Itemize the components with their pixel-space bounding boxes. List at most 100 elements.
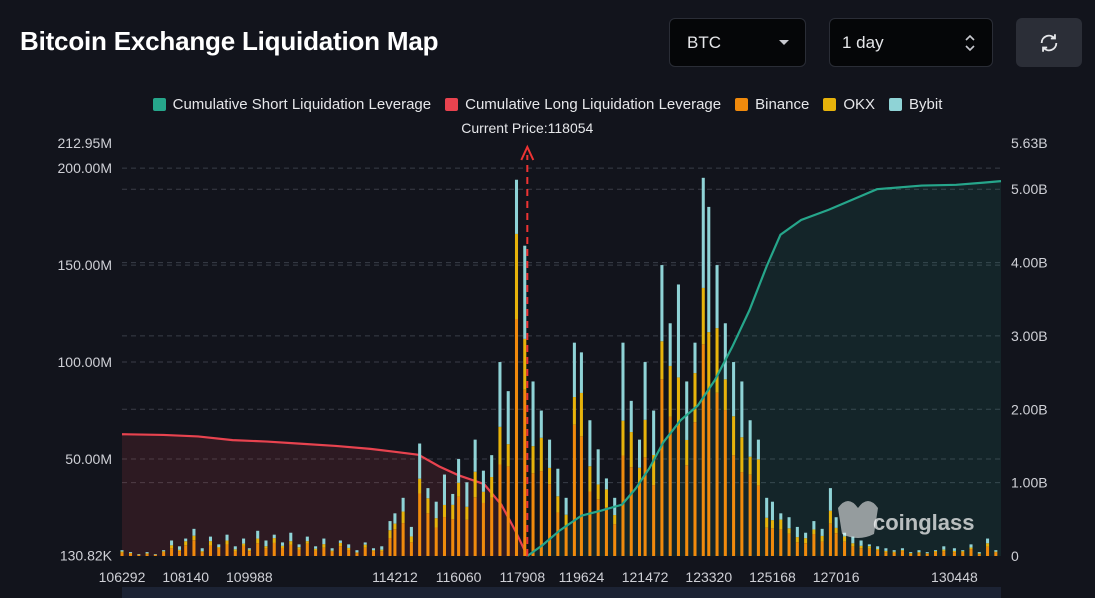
bar-stack[interactable] bbox=[715, 265, 719, 556]
bar-stack[interactable] bbox=[701, 177, 705, 556]
bar-stack[interactable] bbox=[393, 513, 397, 556]
bar-stack[interactable] bbox=[596, 449, 600, 556]
bar-stack[interactable] bbox=[297, 544, 301, 556]
bar-stack[interactable] bbox=[779, 513, 783, 556]
bar-stack[interactable] bbox=[952, 548, 956, 556]
bar-stack[interactable] bbox=[668, 323, 672, 556]
bar-stack[interactable] bbox=[707, 206, 711, 556]
bar-stack[interactable] bbox=[388, 521, 392, 556]
bar-stack[interactable] bbox=[994, 550, 998, 556]
bar-stack[interactable] bbox=[272, 534, 276, 556]
bar-stack[interactable] bbox=[765, 497, 769, 556]
bar-stack[interactable] bbox=[330, 548, 334, 556]
bar-stack[interactable] bbox=[256, 530, 260, 556]
bar-stack[interactable] bbox=[732, 362, 736, 556]
bar-stack[interactable] bbox=[820, 528, 824, 556]
bar-stack[interactable] bbox=[305, 536, 309, 556]
bar-stack[interactable] bbox=[217, 544, 221, 556]
bar-stack[interactable] bbox=[401, 497, 405, 556]
bar-stack[interactable] bbox=[380, 546, 384, 556]
bar-stack[interactable] bbox=[942, 546, 946, 556]
bar-stack[interactable] bbox=[934, 550, 938, 556]
bar-stack[interactable] bbox=[208, 536, 213, 556]
bar-stack[interactable] bbox=[523, 245, 527, 556]
bar-stack[interactable] bbox=[977, 552, 981, 556]
bar-stack[interactable] bbox=[442, 474, 446, 556]
bar-stack[interactable] bbox=[498, 362, 502, 556]
bar-stack[interactable] bbox=[834, 517, 838, 556]
bar-stack[interactable] bbox=[539, 410, 543, 556]
bar-stack[interactable] bbox=[153, 554, 157, 556]
bar-stack[interactable] bbox=[804, 532, 808, 556]
bar-stack[interactable] bbox=[338, 540, 342, 556]
bar-stack[interactable] bbox=[280, 542, 285, 556]
bar-stack[interactable] bbox=[264, 540, 268, 556]
bar-stack[interactable] bbox=[556, 468, 560, 556]
bar-stack[interactable] bbox=[795, 526, 799, 556]
bar-stack[interactable] bbox=[572, 342, 576, 556]
asset-select[interactable]: BTC bbox=[669, 18, 806, 67]
bar-stack[interactable] bbox=[490, 455, 494, 556]
bar-stack[interactable] bbox=[170, 540, 174, 556]
bar-stack[interactable] bbox=[242, 538, 246, 556]
legend-item-3[interactable]: OKX bbox=[823, 96, 875, 113]
bar-stack[interactable] bbox=[465, 482, 469, 556]
bar-stack[interactable] bbox=[289, 532, 293, 556]
bar-stack[interactable] bbox=[676, 284, 680, 556]
bar-stack[interactable] bbox=[660, 265, 664, 556]
legend-item-1[interactable]: Cumulative Long Liquidation Leverage bbox=[445, 96, 721, 113]
bar-stack[interactable] bbox=[129, 552, 133, 556]
bar-stack[interactable] bbox=[247, 548, 251, 556]
bar-stack[interactable] bbox=[418, 443, 422, 556]
bar-stack[interactable] bbox=[740, 381, 744, 556]
bar-stack[interactable] bbox=[451, 493, 455, 556]
bar-stack[interactable] bbox=[588, 420, 592, 556]
bar-stack[interactable] bbox=[426, 488, 430, 556]
bar-stack[interactable] bbox=[867, 544, 871, 556]
bar-stack[interactable] bbox=[120, 550, 124, 556]
bar-stack[interactable] bbox=[481, 470, 485, 556]
bar-stack[interactable] bbox=[604, 478, 608, 556]
bar-stack[interactable] bbox=[548, 439, 552, 556]
bar-stack[interactable] bbox=[162, 550, 166, 556]
bar-stack[interactable] bbox=[347, 544, 351, 556]
bar-stack[interactable] bbox=[145, 552, 149, 556]
bar-stack[interactable] bbox=[225, 534, 229, 556]
refresh-button[interactable] bbox=[1016, 18, 1082, 67]
bar-stack[interactable] bbox=[787, 517, 791, 556]
bar-stack[interactable] bbox=[314, 546, 318, 556]
bar-stack[interactable] bbox=[917, 550, 921, 556]
bar-stack[interactable] bbox=[652, 410, 656, 556]
bar-stack[interactable] bbox=[909, 552, 913, 556]
bar-stack[interactable] bbox=[925, 552, 929, 556]
bar-stack[interactable] bbox=[643, 362, 647, 556]
bar-stack[interactable] bbox=[184, 538, 188, 556]
legend-item-4[interactable]: Bybit bbox=[889, 96, 942, 113]
bar-stack[interactable] bbox=[233, 546, 237, 556]
bar-stack[interactable] bbox=[192, 528, 196, 556]
bar-stack[interactable] bbox=[892, 550, 896, 556]
bar-stack[interactable] bbox=[843, 532, 847, 556]
bar-stack[interactable] bbox=[473, 439, 477, 556]
bar-stack[interactable] bbox=[812, 521, 816, 556]
bar-stack[interactable] bbox=[579, 352, 583, 556]
bar-stack[interactable] bbox=[986, 538, 990, 556]
legend-item-0[interactable]: Cumulative Short Liquidation Leverage bbox=[152, 96, 431, 113]
bar-stack[interactable] bbox=[748, 420, 752, 556]
bar-stack[interactable] bbox=[409, 526, 413, 556]
bar-stack[interactable] bbox=[859, 540, 863, 556]
bar-stack[interactable] bbox=[621, 342, 625, 556]
bar-stack[interactable] bbox=[961, 550, 965, 556]
bar-stack[interactable] bbox=[564, 497, 568, 556]
bar-stack[interactable] bbox=[371, 548, 376, 556]
time-range-select[interactable]: 1 day bbox=[829, 18, 993, 67]
bar-stack[interactable] bbox=[434, 501, 438, 556]
bar-stack[interactable] bbox=[876, 546, 880, 556]
bar-stack[interactable] bbox=[514, 179, 519, 556]
bar-stack[interactable] bbox=[200, 548, 204, 556]
bar-stack[interactable] bbox=[693, 342, 697, 556]
bar-stack[interactable] bbox=[637, 439, 642, 556]
bar-stack[interactable] bbox=[900, 548, 904, 556]
bar-stack[interactable] bbox=[355, 550, 359, 556]
bar-stack[interactable] bbox=[322, 538, 326, 556]
